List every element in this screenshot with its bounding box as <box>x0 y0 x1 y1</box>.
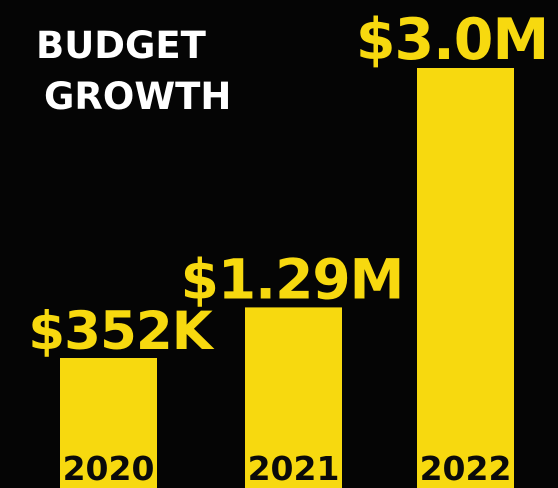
value-label-2020: $352K <box>28 301 215 362</box>
x-tick-label-2021: 2021 <box>248 449 340 488</box>
value-label-2022: $3.0M <box>356 7 548 73</box>
bars-layer: $352K 2020 $1.29M 2021 $3.0M 2022 <box>28 7 549 488</box>
chart-title-line-1: BUDGET <box>36 24 207 67</box>
chart-title-line-2: GROWTH <box>44 75 231 118</box>
value-label-2021: $1.29M <box>181 247 404 311</box>
bar-2020 <box>60 358 157 488</box>
bar-2021 <box>245 307 342 488</box>
x-tick-label-2020: 2020 <box>63 449 155 488</box>
x-tick-label-2022: 2022 <box>420 449 512 488</box>
bar-2022 <box>417 68 514 488</box>
